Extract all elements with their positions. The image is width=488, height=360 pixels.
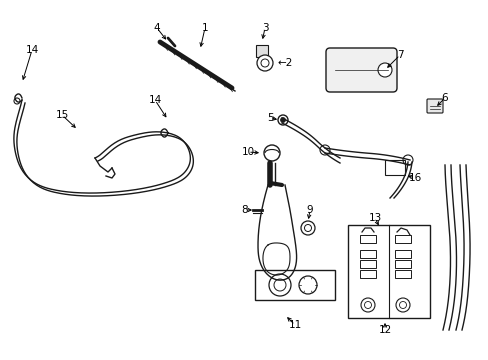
Bar — [359, 235, 375, 243]
Bar — [394, 270, 410, 278]
Circle shape — [377, 63, 391, 77]
Text: 12: 12 — [378, 325, 391, 335]
Text: 9: 9 — [306, 205, 313, 215]
Bar — [254, 270, 334, 300]
Text: 7: 7 — [396, 50, 403, 60]
Bar — [394, 235, 410, 243]
Bar — [394, 260, 410, 268]
Text: 4: 4 — [153, 23, 160, 33]
Text: 15: 15 — [55, 110, 68, 120]
Text: 1: 1 — [201, 23, 208, 33]
Bar — [384, 160, 404, 175]
Bar — [359, 250, 375, 258]
Text: 8: 8 — [241, 205, 248, 215]
Circle shape — [298, 276, 316, 294]
Text: 11: 11 — [288, 320, 301, 330]
Bar — [256, 45, 267, 57]
Bar — [394, 250, 410, 258]
Text: 14: 14 — [25, 45, 39, 55]
Circle shape — [264, 145, 280, 161]
Bar — [347, 225, 429, 318]
Text: 16: 16 — [407, 173, 421, 183]
Text: 10: 10 — [241, 147, 254, 157]
Circle shape — [268, 274, 290, 296]
Text: 6: 6 — [441, 93, 447, 103]
Text: ←2: ←2 — [278, 58, 293, 68]
Bar — [359, 260, 375, 268]
Text: 14: 14 — [148, 95, 162, 105]
Bar — [359, 270, 375, 278]
Text: 5: 5 — [266, 113, 273, 123]
Circle shape — [257, 55, 272, 71]
Circle shape — [301, 221, 314, 235]
FancyBboxPatch shape — [426, 99, 442, 113]
FancyBboxPatch shape — [325, 48, 396, 92]
Text: 13: 13 — [367, 213, 381, 223]
Text: 3: 3 — [261, 23, 268, 33]
Circle shape — [280, 117, 285, 122]
